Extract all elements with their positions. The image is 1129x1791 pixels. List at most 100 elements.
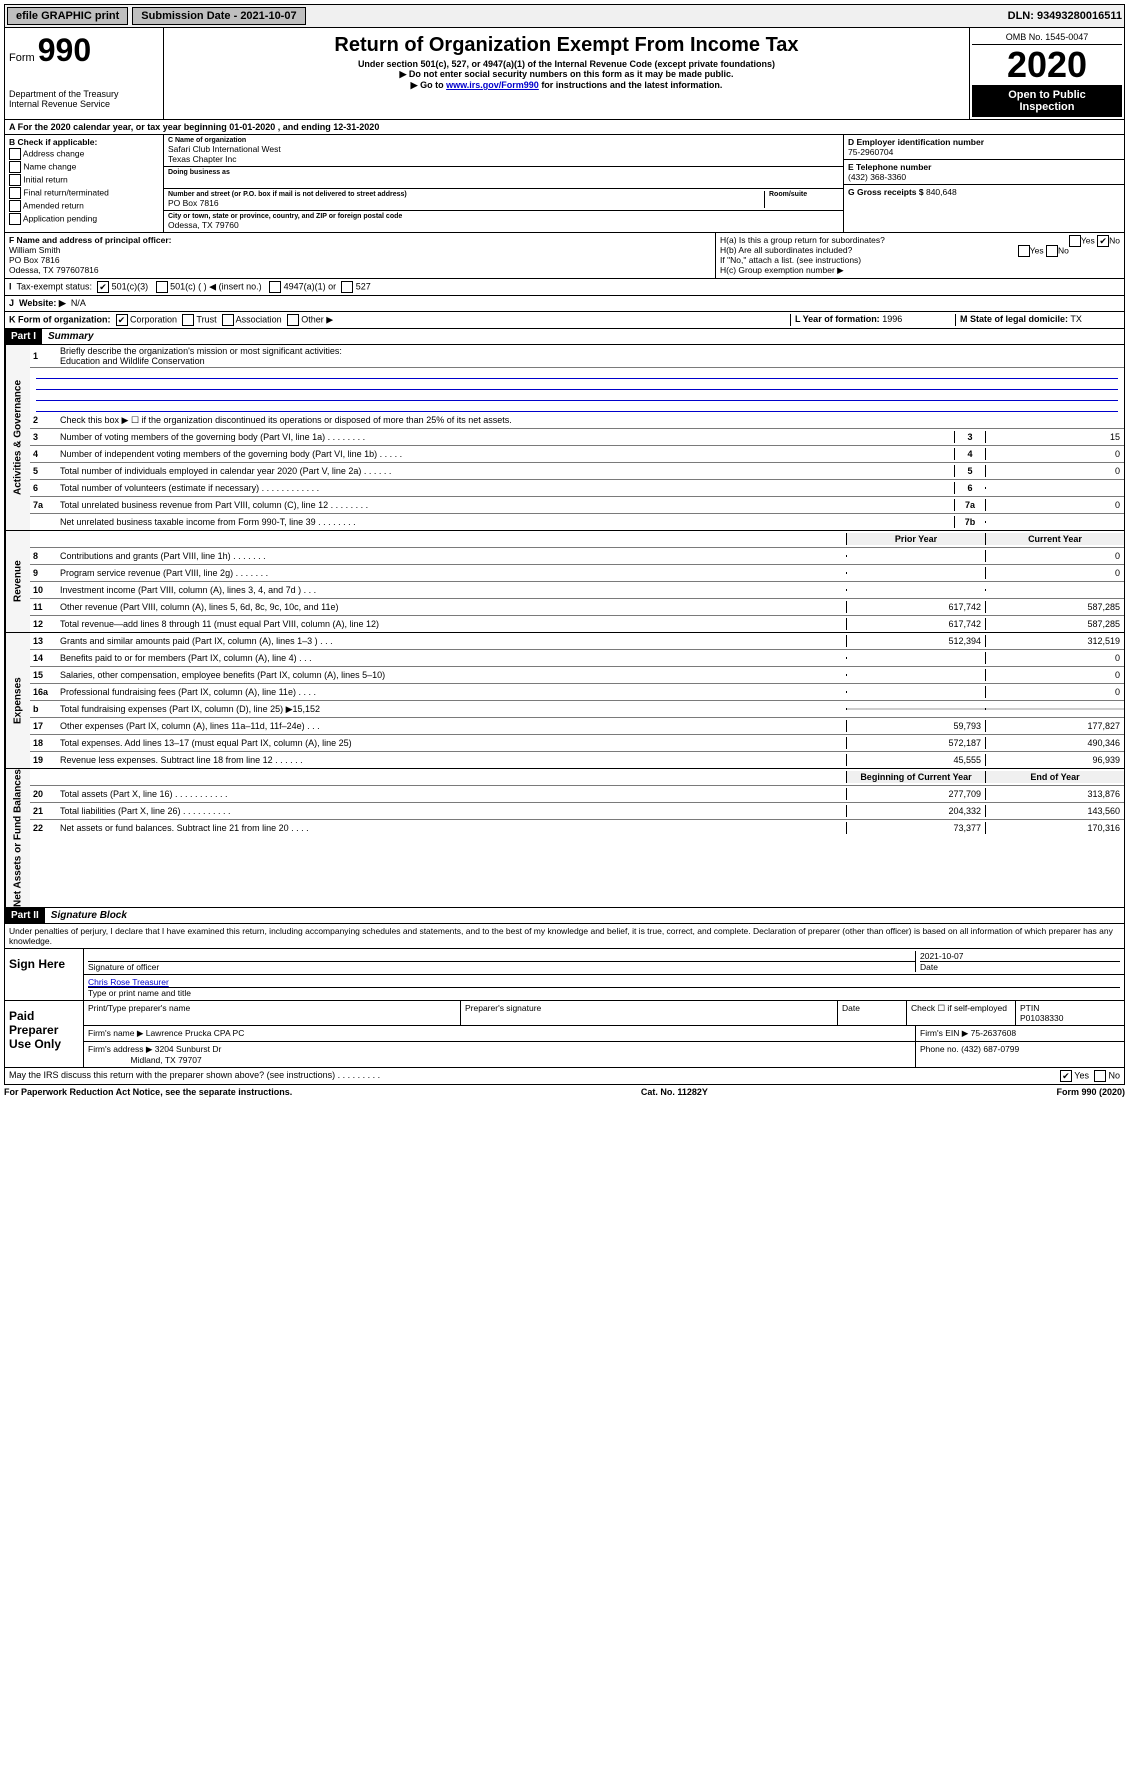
b-item-3: Final return/terminated [23,187,109,197]
part-i-title: Summary [42,331,94,342]
city-label: City or town, state or province, country… [168,213,839,220]
omb-block: OMB No. 1545-0047 2020 Open to Public In… [969,28,1124,119]
section-a: A For the 2020 calendar year, or tax yea… [4,120,1125,135]
e18p: 572,187 [846,737,985,749]
e16ap [846,691,985,693]
sign-here: Sign Here Signature of officer 2021-10-0… [4,949,1125,1001]
line2: Check this box ▶ ☐ if the organization d… [58,414,1124,427]
check-4947[interactable] [269,281,281,293]
line5: Total number of individuals employed in … [58,465,954,477]
note2-post: for instructions and the latest informat… [541,80,722,90]
form-number: 990 [38,32,91,68]
check-trust[interactable] [182,314,194,326]
form990-link[interactable]: www.irs.gov/Form990 [446,80,539,90]
check-address-change[interactable] [9,148,21,160]
check-assoc[interactable] [222,314,234,326]
footer-mid: Cat. No. 11282Y [641,1087,708,1097]
check-initial-return[interactable] [9,174,21,186]
gross-receipts: 840,648 [926,187,957,197]
k-other: Other ▶ [301,314,333,324]
r8c: 0 [985,550,1124,562]
addr-label: Number and street (or P.O. box if mail i… [168,191,764,198]
firm-addr-label: Firm's address ▶ [88,1044,152,1054]
discuss-no[interactable] [1094,1070,1106,1082]
firm-ein: 75-2637608 [971,1028,1016,1038]
form-id-block: Form 990 Department of the Treasury Inte… [5,28,164,119]
k-assoc: Association [236,314,282,324]
firm-ein-label: Firm's EIN ▶ [920,1028,968,1038]
r9c: 0 [985,567,1124,579]
ha-no[interactable]: ✔ [1097,235,1109,247]
check-other[interactable] [287,314,299,326]
l-label: L Year of formation: [795,314,880,324]
check-501c3[interactable]: ✔ [97,281,109,293]
org-city: Odessa, TX 79760 [168,220,239,230]
col-b: B Check if applicable: Address change Na… [5,135,164,232]
line17: Other expenses (Part IX, column (A), lin… [58,720,846,732]
activities-governance: Activities & Governance 1 Briefly descri… [4,345,1125,531]
e15c: 0 [985,669,1124,681]
form-title: Return of Organization Exempt From Incom… [168,34,965,57]
i-a1: 4947(a)(1) or [284,281,337,291]
efile-button[interactable]: efile GRAPHIC print [7,7,128,25]
row-klm: K Form of organization: ✔ Corporation Tr… [4,312,1125,329]
part-i-header: Part I Summary [4,329,1125,345]
perjury-text: Under penalties of perjury, I declare th… [4,924,1125,949]
hb-label: H(b) Are all subordinates included? [720,245,852,255]
k-label: K Form of organization: [9,314,111,324]
vtab-netassets: Net Assets or Fund Balances [5,769,30,907]
website-value: N/A [71,298,86,308]
expenses-block: Expenses 13Grants and similar amounts pa… [4,633,1125,769]
paid-h5: PTIN [1020,1003,1039,1013]
discuss-yes[interactable]: ✔ [1060,1070,1072,1082]
e19c: 96,939 [985,754,1124,766]
check-corp[interactable]: ✔ [116,314,128,326]
check-501c[interactable] [156,281,168,293]
b-label: B Check if applicable: [9,137,159,147]
firm-name-label: Firm's name ▶ [88,1028,143,1038]
org-address: PO Box 7816 [168,198,219,208]
r8p [846,555,985,557]
hdr-prior: Prior Year [846,533,985,545]
line15: Salaries, other compensation, employee b… [58,669,846,681]
check-final-return[interactable] [9,187,21,199]
check-pending[interactable] [9,213,21,225]
line9: Program service revenue (Part VIII, line… [58,567,846,579]
form-prefix: Form [9,52,35,64]
i-label: Tax-exempt status: [17,281,93,291]
n20p: 277,709 [846,788,985,800]
r11c: 587,285 [985,601,1124,613]
form-header: Form 990 Department of the Treasury Inte… [4,28,1125,120]
line18: Total expenses. Add lines 13–17 (must eq… [58,737,846,749]
officer-print-name[interactable]: Chris Rose Treasurer [88,977,169,987]
e18c: 490,346 [985,737,1124,749]
line21: Total liabilities (Part X, line 26) . . … [58,805,846,817]
omb-number: OMB No. 1545-0047 [972,30,1122,45]
part-ii-header: Part II Signature Block [4,908,1125,924]
b-item-5: Application pending [23,213,97,223]
hdr-beg: Beginning of Current Year [846,771,985,783]
l-value: 1996 [882,314,902,324]
top-bar: efile GRAPHIC print Submission Date - 20… [4,4,1125,28]
paid-preparer: Paid Preparer Use Only Print/Type prepar… [4,1001,1125,1068]
e13p: 512,394 [846,635,985,647]
e13c: 312,519 [985,635,1124,647]
check-name-change[interactable] [9,161,21,173]
officer-name: William Smith [9,245,60,255]
b-item-0: Address change [23,148,84,158]
k-trust: Trust [196,314,216,324]
name-label: Type or print name and title [88,987,1120,998]
vtab-revenue: Revenue [5,531,30,632]
hb-no[interactable] [1046,245,1058,257]
f-label: F Name and address of principal officer: [9,235,171,245]
ha-yes[interactable] [1069,235,1081,247]
room-label: Room/suite [769,191,839,198]
hb-yes[interactable] [1018,245,1030,257]
check-527[interactable] [341,281,353,293]
v6 [985,487,1124,489]
check-amended[interactable] [9,200,21,212]
e-label: E Telephone number [848,162,1120,172]
e19p: 45,555 [846,754,985,766]
col-c: C Name of organization Safari Club Inter… [164,135,844,232]
line3: Number of voting members of the governin… [58,431,954,443]
